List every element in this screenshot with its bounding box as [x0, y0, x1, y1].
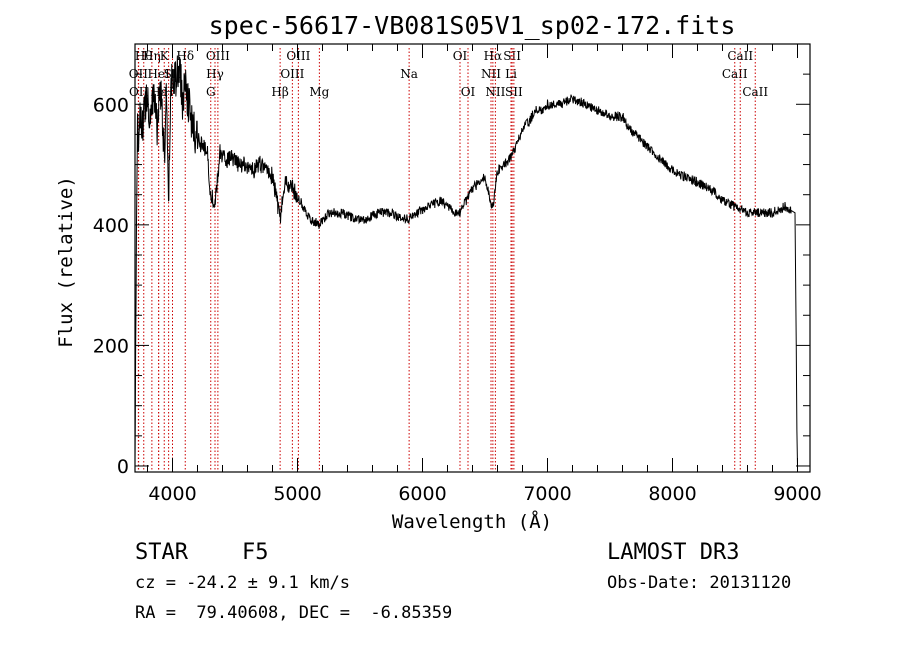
- line-label: Hθ: [135, 49, 153, 63]
- x-tick-label: 9000: [773, 483, 821, 505]
- redshift-info: cz = -24.2 ± 9.1 km/s: [135, 573, 350, 593]
- survey-name: LAMOST DR3: [607, 540, 740, 565]
- line-label: Hβ: [271, 85, 288, 99]
- line-label: CaII: [722, 67, 748, 81]
- spectrum-series: [134, 55, 798, 466]
- y-tick-label: 600: [93, 94, 129, 116]
- line-label: G: [206, 85, 216, 99]
- axis-ticks: 4000 5000 6000 7000 8000 9000 0 200 400 600: [93, 44, 822, 505]
- line-label: OI: [453, 49, 468, 63]
- x-axis-label: Wavelength (Å): [392, 510, 552, 533]
- line-label: SII: [505, 85, 523, 99]
- y-tick-label: 200: [93, 335, 129, 357]
- y-axis-label: Flux (relative): [55, 176, 77, 348]
- line-label: Hγ: [206, 67, 224, 81]
- plot-frame: [134, 43, 811, 473]
- line-label: Li: [505, 67, 517, 81]
- line-label: OIII: [286, 49, 310, 63]
- y-tick-label: 0: [117, 456, 129, 478]
- subclass: F5: [242, 540, 269, 565]
- flux-line: [134, 55, 798, 466]
- line-label: Hδ: [176, 49, 194, 63]
- coordinates: RA = 79.40608, DEC = -6.85359: [135, 603, 453, 623]
- line-label: Na: [400, 67, 418, 81]
- x-tick-label: 8000: [648, 483, 696, 505]
- line-label: NII: [485, 85, 505, 99]
- chart-title: spec-56617-VB081S05V1_sp02-172.fits: [209, 11, 736, 40]
- line-label: CaII: [727, 49, 753, 63]
- observation-date: Obs-Date: 20131120: [607, 573, 792, 593]
- x-tick-label: 7000: [523, 483, 571, 505]
- line-label: NII: [481, 67, 501, 81]
- object-class: STAR: [135, 540, 188, 565]
- x-tick-label: 6000: [398, 483, 446, 505]
- x-tick-label: 4000: [148, 483, 196, 505]
- line-label: Hα: [484, 49, 503, 63]
- line-label: Mg: [309, 85, 329, 99]
- line-label: H: [163, 85, 173, 99]
- line-label: OII: [129, 85, 149, 99]
- line-label: CaII: [742, 85, 768, 99]
- line-label: Hη: [143, 49, 161, 63]
- line-label: SII: [503, 49, 521, 63]
- line-label: K: [160, 49, 170, 63]
- line-label: OIII: [280, 67, 304, 81]
- y-tick-label: 400: [93, 215, 129, 237]
- x-tick-label: 5000: [273, 483, 321, 505]
- line-label: OIII: [206, 49, 230, 63]
- line-label: OI: [461, 85, 476, 99]
